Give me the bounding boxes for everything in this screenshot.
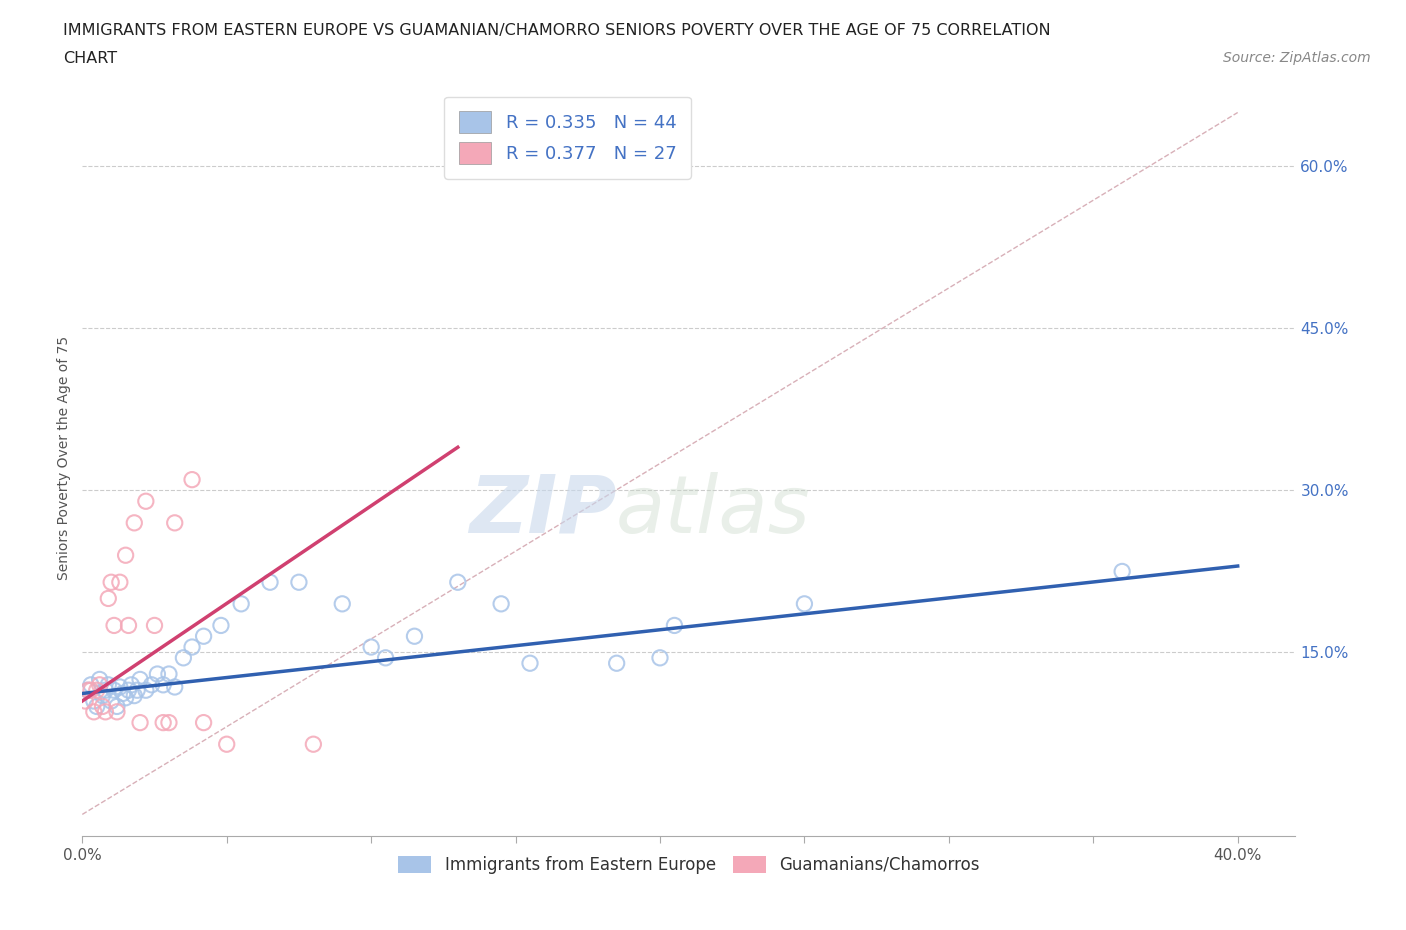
Point xyxy=(86,699,108,714)
Text: IMMIGRANTS FROM EASTERN EUROPE VS GUAMANIAN/CHAMORRO SENIORS POVERTY OVER THE AG: IMMIGRANTS FROM EASTERN EUROPE VS GUAMAN… xyxy=(63,23,1050,38)
Point xyxy=(100,575,122,590)
Point xyxy=(360,640,382,655)
Point xyxy=(157,667,180,682)
Point xyxy=(108,575,131,590)
Point xyxy=(100,694,122,709)
Point xyxy=(288,575,311,590)
Y-axis label: Seniors Poverty Over the Age of 75: Seniors Poverty Over the Age of 75 xyxy=(58,336,72,580)
Point xyxy=(163,680,186,695)
Point xyxy=(489,596,512,611)
Point xyxy=(114,548,136,563)
Point xyxy=(77,683,100,698)
Point xyxy=(259,575,281,590)
Point xyxy=(157,715,180,730)
Point xyxy=(135,494,157,509)
Point xyxy=(117,683,139,698)
Point xyxy=(330,596,353,611)
Point xyxy=(89,677,111,692)
Point xyxy=(89,672,111,687)
Point xyxy=(103,618,125,633)
Point xyxy=(215,737,238,751)
Point xyxy=(117,618,139,633)
Point xyxy=(91,699,114,714)
Point xyxy=(127,683,149,698)
Point xyxy=(80,677,103,692)
Point xyxy=(83,704,105,719)
Point xyxy=(111,686,134,701)
Point xyxy=(447,575,470,590)
Point xyxy=(124,688,146,703)
Point xyxy=(606,656,628,671)
Point xyxy=(124,515,146,530)
Point xyxy=(108,680,131,695)
Point xyxy=(103,683,125,698)
Point xyxy=(105,704,128,719)
Point xyxy=(181,640,204,655)
Point xyxy=(152,715,174,730)
Legend: Immigrants from Eastern Europe, Guamanians/Chamorros: Immigrants from Eastern Europe, Guamania… xyxy=(391,849,987,881)
Point xyxy=(447,138,470,153)
Point xyxy=(97,591,120,605)
Point xyxy=(97,677,120,692)
Point xyxy=(793,596,815,611)
Point xyxy=(135,683,157,698)
Point xyxy=(86,683,108,698)
Text: atlas: atlas xyxy=(616,472,811,550)
Point xyxy=(163,515,186,530)
Point xyxy=(94,704,117,719)
Point xyxy=(302,737,325,751)
Point xyxy=(404,629,426,644)
Point xyxy=(146,667,169,682)
Point xyxy=(105,699,128,714)
Point xyxy=(152,677,174,692)
Point xyxy=(141,677,163,692)
Point xyxy=(193,715,215,730)
Point xyxy=(231,596,253,611)
Point xyxy=(75,694,97,709)
Point xyxy=(91,688,114,703)
Point xyxy=(664,618,686,633)
Point xyxy=(114,690,136,705)
Point xyxy=(129,715,152,730)
Point xyxy=(172,650,194,665)
Point xyxy=(1111,564,1133,578)
Point xyxy=(120,677,142,692)
Point xyxy=(181,472,204,487)
Point xyxy=(129,672,152,687)
Point xyxy=(143,618,166,633)
Point xyxy=(80,683,103,698)
Point xyxy=(94,683,117,698)
Point xyxy=(193,629,215,644)
Text: CHART: CHART xyxy=(63,51,117,66)
Point xyxy=(83,694,105,709)
Text: ZIP: ZIP xyxy=(468,472,616,550)
Point xyxy=(209,618,232,633)
Point xyxy=(519,656,541,671)
Point xyxy=(374,650,396,665)
Text: Source: ZipAtlas.com: Source: ZipAtlas.com xyxy=(1223,51,1371,65)
Point xyxy=(648,650,671,665)
Point xyxy=(77,683,100,698)
